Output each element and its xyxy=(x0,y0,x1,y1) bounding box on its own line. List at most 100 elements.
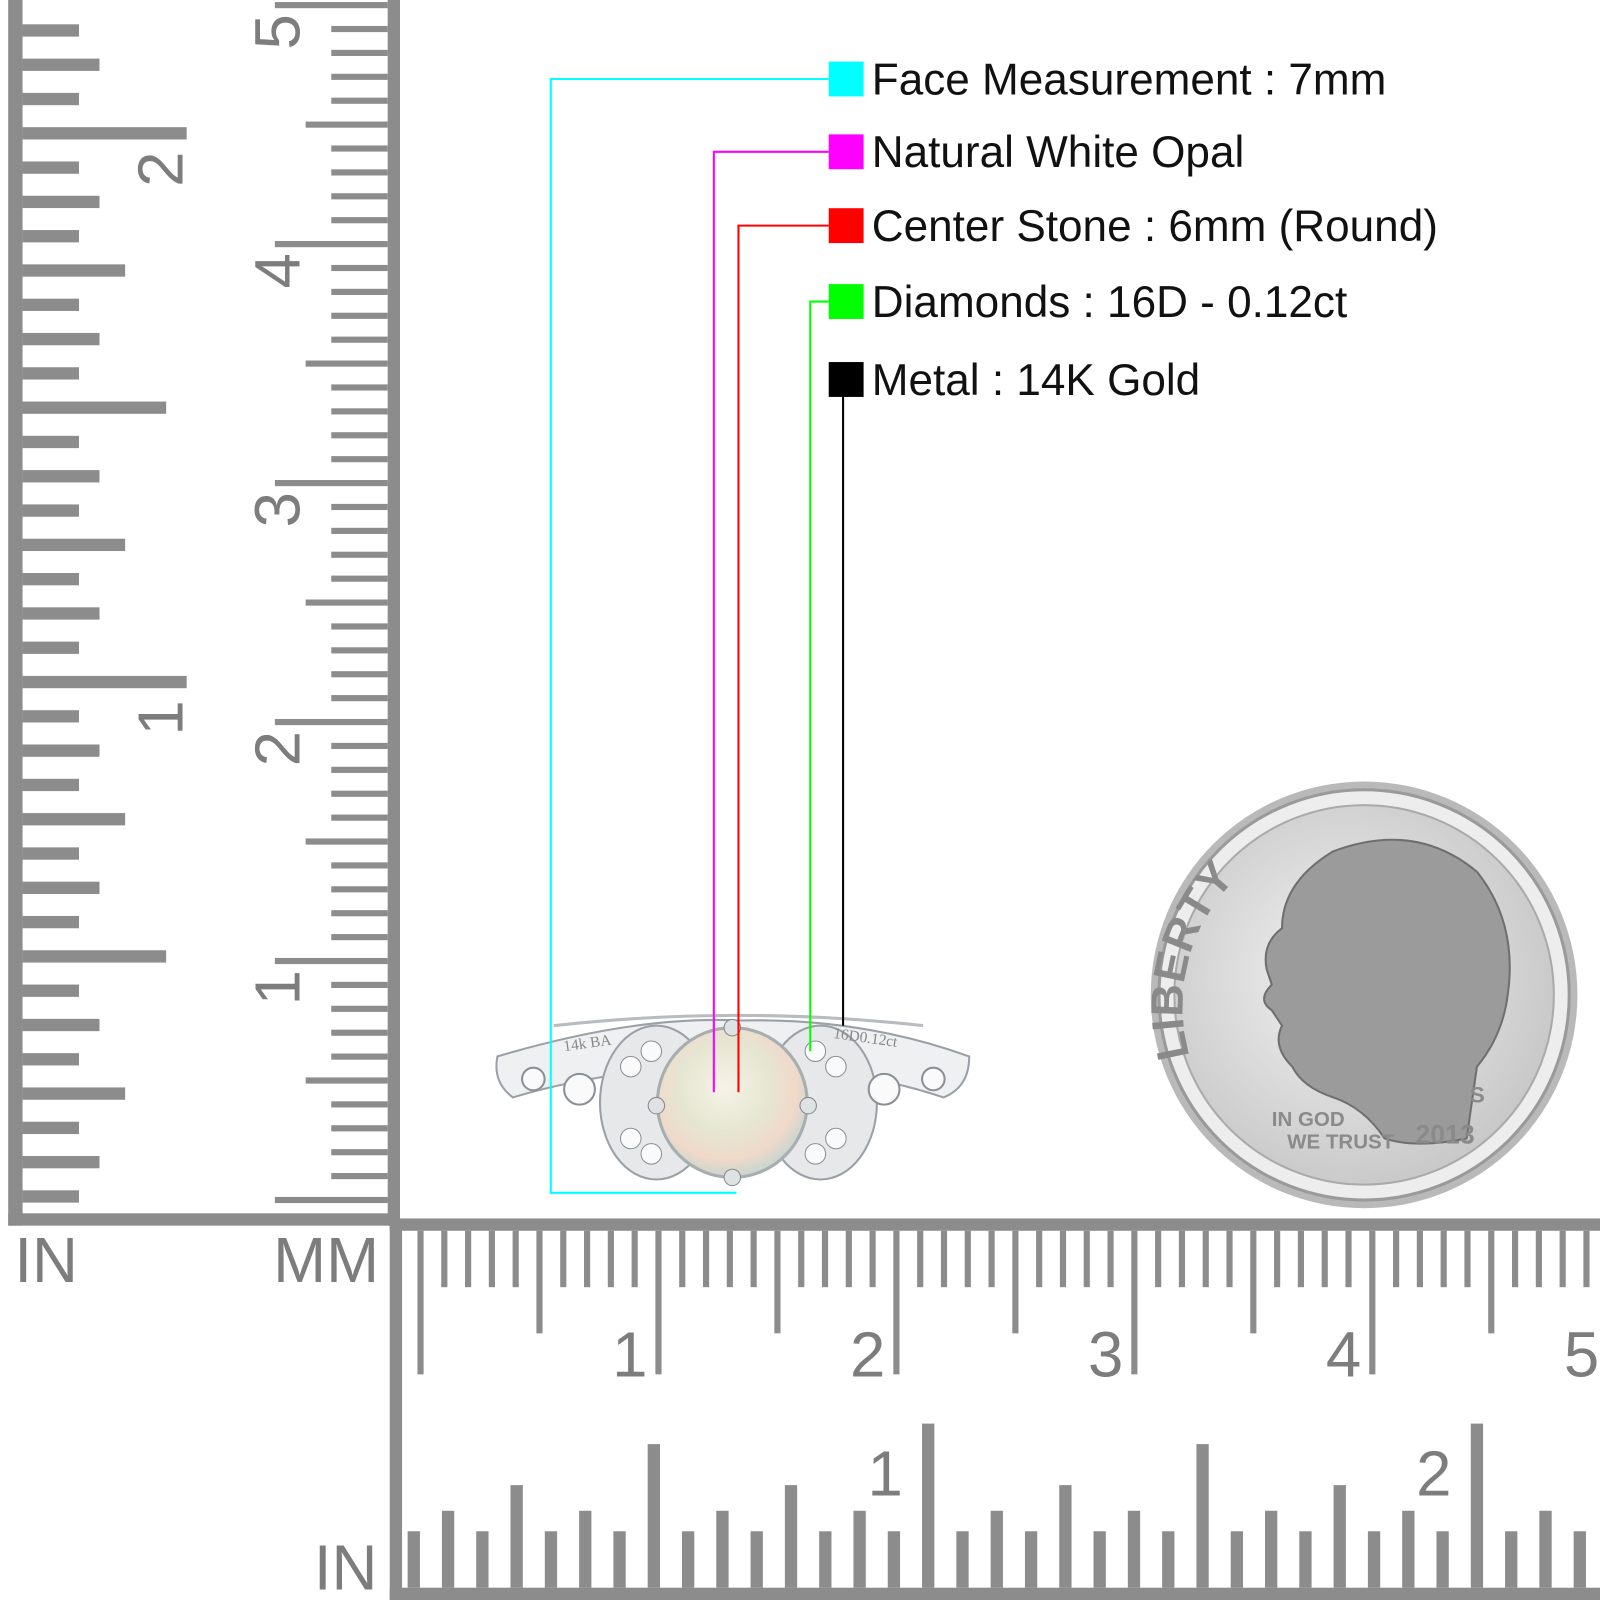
inch-tick xyxy=(784,1485,798,1588)
mm-tick xyxy=(1274,1230,1281,1288)
inch-tick xyxy=(441,1510,455,1588)
mm-tick xyxy=(331,312,388,319)
mm-tick xyxy=(331,97,388,104)
inch-tick xyxy=(22,881,100,894)
mm-tick xyxy=(331,264,388,272)
mm-tick xyxy=(331,49,388,56)
mm-tick xyxy=(1012,1230,1019,1334)
mm-tick xyxy=(1202,1230,1209,1288)
mm-tick xyxy=(679,1230,686,1288)
inch-tick xyxy=(22,744,100,757)
mm-tick xyxy=(584,1230,591,1288)
mm-tick xyxy=(274,1196,388,1204)
cm-number: 5 xyxy=(1564,1319,1599,1390)
cm-number: 2 xyxy=(242,731,313,766)
inch-tick xyxy=(1573,1531,1586,1588)
mm-tick xyxy=(1583,1230,1590,1288)
inch-tick xyxy=(1402,1510,1415,1588)
mm-tick xyxy=(331,336,388,343)
mm-tick xyxy=(331,408,388,415)
inch-tick xyxy=(510,1485,523,1588)
inch-tick xyxy=(22,92,79,106)
inch-tick xyxy=(1367,1531,1381,1588)
inch-tick xyxy=(990,1510,1003,1588)
inch-tick xyxy=(647,1444,660,1588)
legend-swatch xyxy=(828,61,864,97)
mm-tick xyxy=(1559,1230,1566,1288)
mm-tick xyxy=(305,121,388,128)
inch-tick xyxy=(22,813,126,826)
mm-tick xyxy=(465,1230,472,1288)
inch-tick xyxy=(681,1531,695,1588)
inch-tick xyxy=(22,675,187,689)
mm-tick xyxy=(331,145,388,152)
legend-swatch xyxy=(828,284,864,319)
mm-tick xyxy=(631,1230,638,1288)
cm-number: 4 xyxy=(242,253,313,288)
mm-tick xyxy=(331,910,388,917)
mm-tick xyxy=(331,1005,388,1012)
inch-tick xyxy=(613,1531,626,1588)
inch-tick xyxy=(22,950,167,963)
mm-tick xyxy=(331,742,388,750)
inch-tick xyxy=(22,607,100,620)
mm-tick xyxy=(536,1230,543,1334)
mm-tick xyxy=(274,2,388,9)
ruler-edge xyxy=(387,0,400,1226)
mm-tick xyxy=(331,432,388,439)
inch-tick xyxy=(22,641,79,654)
inch-tick xyxy=(22,778,79,792)
leader-line xyxy=(737,224,829,1093)
mm-tick xyxy=(607,1230,614,1288)
mm-tick xyxy=(331,814,388,821)
mm-tick xyxy=(1226,1230,1233,1288)
mm-tick xyxy=(1369,1230,1376,1375)
unit-label: IN xyxy=(14,1225,78,1296)
inch-tick xyxy=(22,504,79,517)
coin-text: IN GOD xyxy=(1272,1108,1345,1131)
mm-tick xyxy=(1488,1230,1495,1334)
inch-tick xyxy=(22,127,187,140)
leader-line xyxy=(549,77,829,1194)
inch-tick xyxy=(1539,1510,1552,1588)
unit-label: MM xyxy=(273,1225,379,1296)
mm-tick xyxy=(964,1230,971,1288)
mm-tick xyxy=(417,1230,424,1375)
mm-tick xyxy=(1297,1230,1304,1288)
coin-mint: S xyxy=(1470,1083,1485,1108)
cm-number: 4 xyxy=(1326,1319,1361,1390)
mm-tick xyxy=(331,1125,388,1132)
inch-tick xyxy=(22,367,79,380)
inch-tick xyxy=(476,1531,489,1588)
mm-tick xyxy=(274,480,388,487)
cm-number: 2 xyxy=(850,1319,885,1390)
mm-tick xyxy=(331,73,388,80)
mm-tick xyxy=(305,838,388,845)
inch-tick xyxy=(22,1156,100,1169)
inch-tick xyxy=(853,1510,866,1588)
mm-tick xyxy=(512,1230,519,1288)
inch-tick xyxy=(750,1531,763,1588)
mm-tick xyxy=(1393,1230,1400,1288)
inch-tick xyxy=(22,435,79,449)
inch-tick xyxy=(1436,1531,1449,1588)
unit-label: IN xyxy=(314,1533,378,1600)
mm-tick xyxy=(331,503,388,511)
mm-tick xyxy=(305,1077,388,1084)
inch-tick xyxy=(1505,1531,1518,1588)
mm-tick xyxy=(1155,1230,1162,1288)
cm-number: 1 xyxy=(612,1319,647,1390)
engraving: 14k BA xyxy=(562,1032,612,1056)
mm-tick xyxy=(305,360,388,367)
mm-tick xyxy=(331,934,388,941)
inch-tick xyxy=(1470,1423,1484,1588)
inch-tick xyxy=(22,984,79,997)
mm-tick xyxy=(331,169,388,176)
mm-tick xyxy=(331,456,388,463)
mm-tick xyxy=(1083,1230,1090,1288)
inch-tick xyxy=(1059,1485,1072,1588)
inch-tick xyxy=(22,264,126,277)
mm-tick xyxy=(331,981,388,988)
mm-tick xyxy=(331,1149,388,1156)
